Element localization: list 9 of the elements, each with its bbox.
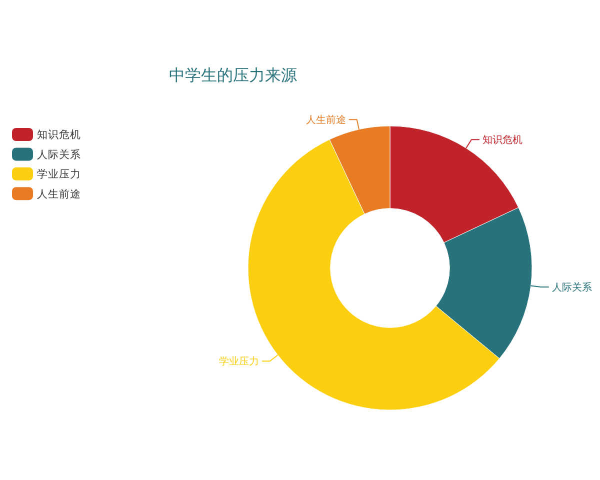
slice-label: 知识危机 [482,134,522,146]
legend-label: 人生前途 [37,187,81,200]
chart-title: 中学生的压力来源 [169,66,297,85]
slice-label: 人生前途 [306,114,346,126]
slice-label: 学业压力 [218,356,259,368]
legend-label: 学业压力 [37,168,81,181]
slice-label: 人际关系 [552,282,592,294]
legend-label: 人际关系 [37,148,81,161]
legend-label: 知识危机 [37,129,81,142]
